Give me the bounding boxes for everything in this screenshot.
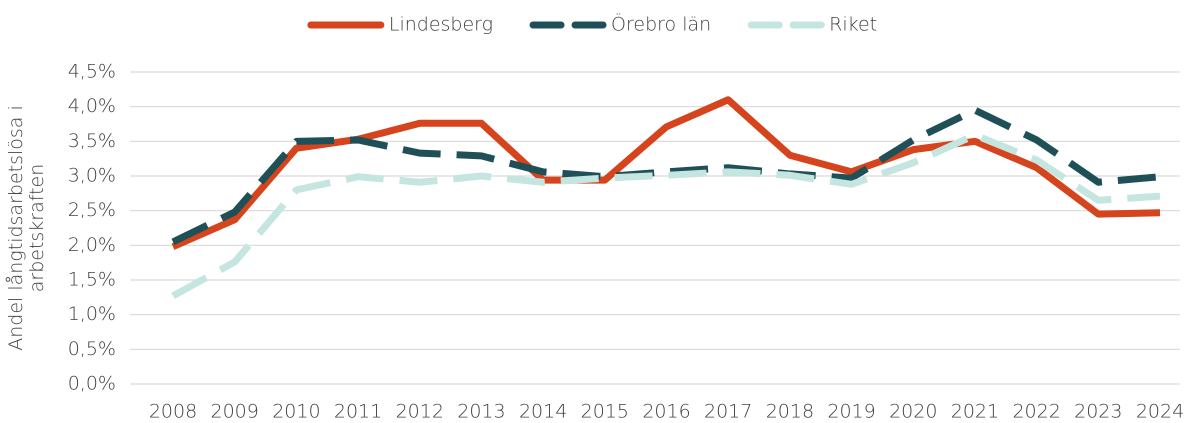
x-tick-label: 2009: [211, 401, 259, 423]
x-tick-label: 2008: [149, 401, 197, 423]
x-tick-label: 2014: [519, 401, 567, 423]
y-tick-label: 3,0%: [68, 165, 116, 187]
legend: Lindesberg Örebro län Riket: [307, 13, 877, 36]
x-tick-label: 2019: [827, 401, 875, 423]
x-tick-label: 2018: [766, 401, 814, 423]
y-tick-label: 2,0%: [68, 234, 116, 256]
y-tick-label: 0,0%: [68, 373, 116, 395]
y-tick-label: 3,5%: [68, 130, 116, 152]
x-tick-label: 2020: [889, 401, 937, 423]
x-tick-label: 2013: [457, 401, 505, 423]
series-line: [171, 131, 1161, 300]
y-axis-label-line: Andel långtidsarbetslösa i: [5, 105, 27, 350]
series-line: [171, 96, 1161, 250]
x-tick-label: 2017: [704, 401, 752, 423]
x-tick-label: 2015: [581, 401, 629, 423]
y-tick-label: 0,5%: [68, 338, 116, 360]
y-tick-label: 1,5%: [68, 269, 116, 291]
series-line: [171, 106, 1161, 246]
legend-label: Örebro län: [611, 13, 711, 36]
x-tick-label: 2022: [1012, 401, 1060, 423]
y-tick-label: 4,0%: [68, 95, 116, 117]
y-tick-label: 4,5%: [68, 61, 116, 83]
y-tick-label: 1,0%: [68, 303, 116, 325]
y-tick-label: 2,5%: [68, 199, 116, 221]
y-axis-label-line: arbetskraften: [26, 164, 48, 293]
x-tick-label: 2021: [951, 401, 999, 423]
x-tick-label: 2023: [1074, 401, 1122, 423]
x-tick-label: 2024: [1136, 401, 1184, 423]
legend-label: Riket: [829, 14, 877, 36]
legend-label: Lindesberg: [389, 14, 493, 36]
y-axis-label: Andel långtidsarbetslösa iarbetskraften: [5, 105, 48, 350]
x-tick-label: 2016: [642, 401, 690, 423]
x-tick-label: 2011: [334, 401, 382, 423]
x-tick-label: 2010: [272, 401, 320, 423]
x-tick-label: 2012: [396, 401, 444, 423]
